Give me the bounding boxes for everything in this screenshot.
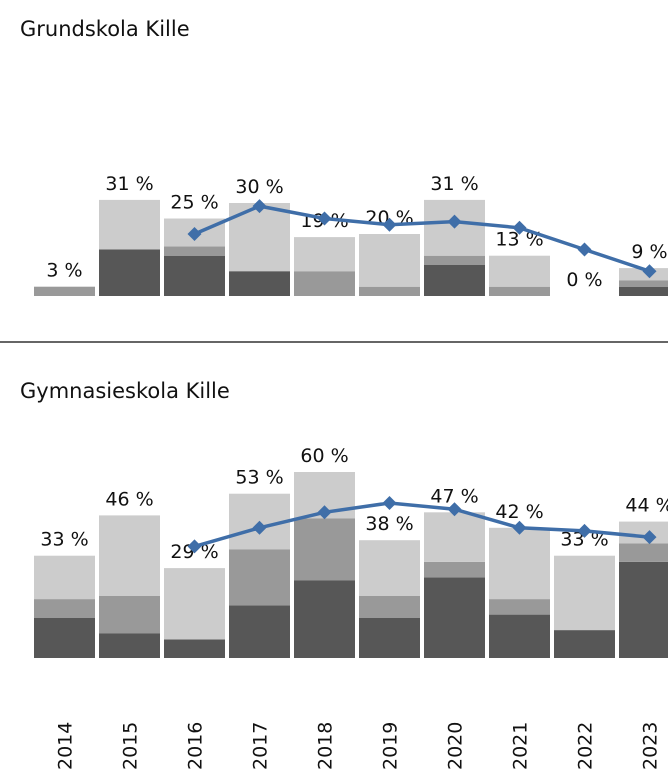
bar-segment xyxy=(34,286,95,296)
bar-segment xyxy=(34,617,95,658)
bar-segment xyxy=(619,521,668,544)
bar-segment xyxy=(99,249,160,296)
total-label: 0 % xyxy=(566,269,602,291)
bar-segment xyxy=(359,286,420,296)
line-marker xyxy=(187,539,202,554)
line-marker xyxy=(642,264,657,279)
bar-segment xyxy=(554,555,615,631)
line-marker xyxy=(577,523,592,538)
total-label: 42 % xyxy=(495,501,543,523)
total-label: 33 % xyxy=(40,529,88,551)
bar-segment xyxy=(489,286,550,296)
bar-segment xyxy=(294,518,355,581)
bar-segment xyxy=(424,577,485,658)
line-marker xyxy=(317,505,332,520)
bar-segment xyxy=(489,255,550,287)
total-label: 33 % xyxy=(560,529,608,551)
bar-segment xyxy=(359,234,420,287)
total-label: 60 % xyxy=(300,445,348,467)
total-label: 44 % xyxy=(625,495,668,517)
line-marker xyxy=(252,199,267,214)
bar-segment xyxy=(489,599,550,615)
bar-segment xyxy=(99,633,160,658)
x-tick-label: 2020 xyxy=(445,722,467,770)
total-label: 9 % xyxy=(631,241,667,263)
line-marker xyxy=(577,242,592,257)
bar-segment xyxy=(424,512,485,562)
x-tick-label: 2023 xyxy=(640,722,662,770)
line-marker xyxy=(512,520,527,535)
line xyxy=(193,204,651,273)
line-marker xyxy=(447,502,462,517)
total-label: 38 % xyxy=(365,513,413,535)
line-marker xyxy=(447,214,462,229)
bar-segment xyxy=(229,203,290,272)
x-tick-label: 2022 xyxy=(575,722,597,770)
x-tick-label: 2014 xyxy=(55,722,77,770)
line-marker xyxy=(382,217,397,232)
chart-title: Grundskola Kille xyxy=(20,17,190,41)
bar-segment xyxy=(164,246,225,256)
bar-segment xyxy=(424,561,485,578)
bar-segment xyxy=(229,271,290,296)
bar-segment xyxy=(359,596,420,618)
line-marker xyxy=(317,211,332,226)
chart-title: Gymnasieskola Kille xyxy=(20,379,230,403)
total-label: 25 % xyxy=(170,192,218,214)
bar-segment xyxy=(99,596,160,634)
bar-segment xyxy=(359,540,420,596)
bar-segment xyxy=(424,265,485,296)
bar-segment xyxy=(489,527,550,600)
bar-segment xyxy=(294,580,355,658)
bar-segment xyxy=(99,199,160,250)
line-marker xyxy=(642,530,657,545)
bar-segment xyxy=(99,515,160,596)
line-marker xyxy=(512,220,527,235)
bar-segment xyxy=(554,630,615,658)
total-label: 13 % xyxy=(495,229,543,251)
bar-segment xyxy=(424,255,485,265)
bar-segment xyxy=(619,286,668,296)
bar-segment xyxy=(34,599,95,618)
x-tick-label: 2017 xyxy=(250,722,272,770)
x-tick-label: 2015 xyxy=(120,722,142,770)
bar-segment xyxy=(489,614,550,658)
bar-segment xyxy=(164,639,225,658)
x-tick-label: 2021 xyxy=(510,722,532,770)
bar-segment xyxy=(164,255,225,296)
total-label: 46 % xyxy=(105,488,153,510)
bar-segment xyxy=(619,543,668,562)
total-label: 3 % xyxy=(46,260,82,282)
total-label: 47 % xyxy=(430,485,478,507)
line xyxy=(194,501,650,549)
line-marker xyxy=(187,227,202,241)
bar-segment xyxy=(164,568,225,640)
bar-segment xyxy=(294,237,355,272)
line-marker xyxy=(382,496,397,510)
x-tick-label: 2018 xyxy=(315,722,337,770)
line-marker xyxy=(252,520,267,535)
total-label: 30 % xyxy=(235,176,283,198)
bar-segment xyxy=(294,271,355,296)
bar-segment xyxy=(34,555,95,600)
total-label: 53 % xyxy=(235,467,283,489)
total-label: 31 % xyxy=(430,173,478,195)
bar-segment xyxy=(229,549,290,606)
x-tick-label: 2016 xyxy=(185,722,207,770)
x-tick-label: 2019 xyxy=(380,722,402,770)
bar-segment xyxy=(619,561,668,658)
bar-segment xyxy=(359,617,420,658)
total-label: 31 % xyxy=(105,173,153,195)
bar-segment xyxy=(229,605,290,658)
bar-segment xyxy=(619,280,668,287)
